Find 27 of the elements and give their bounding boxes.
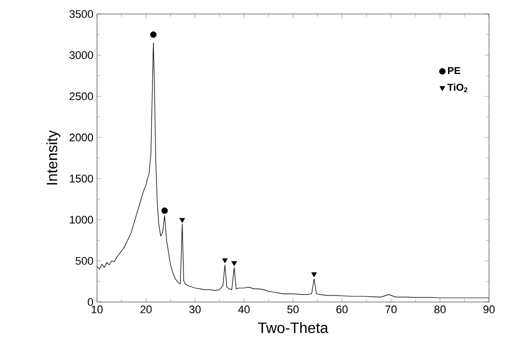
legend-label: PE <box>448 67 460 74</box>
y-tick-label: 2500 <box>70 92 94 100</box>
y-tick-label: 500 <box>76 256 94 265</box>
x-tick-label: 30 <box>189 306 201 314</box>
x-tick-label: 40 <box>238 306 250 314</box>
point <box>161 207 168 214</box>
legend-label: TiO$_{2}$ <box>447 83 468 92</box>
y-tick-label: 0 <box>88 298 94 306</box>
point <box>231 261 237 266</box>
x-tick-label: 60 <box>336 306 348 314</box>
y-tick-label: 1000 <box>70 216 94 224</box>
x-tick-label: 50 <box>287 306 299 314</box>
x-tick-label: 90 <box>483 306 495 314</box>
point <box>150 31 157 38</box>
point <box>222 258 228 264</box>
y-axis-title: Intensity <box>46 130 60 184</box>
y-tick-label: 3000 <box>70 51 94 60</box>
x-tick-label: 20 <box>140 306 152 314</box>
x-tick-label: 80 <box>434 306 446 314</box>
x-tick-label: 10 <box>92 306 103 314</box>
x-tick-label: 70 <box>385 306 397 314</box>
x-axis-title: Two-Theta <box>258 322 328 334</box>
point <box>179 218 186 223</box>
y-tick-label: 2000 <box>70 134 94 142</box>
y-tick-label: 3500 <box>70 10 94 18</box>
y-tick-label: 1500 <box>70 174 94 182</box>
point <box>311 272 317 278</box>
